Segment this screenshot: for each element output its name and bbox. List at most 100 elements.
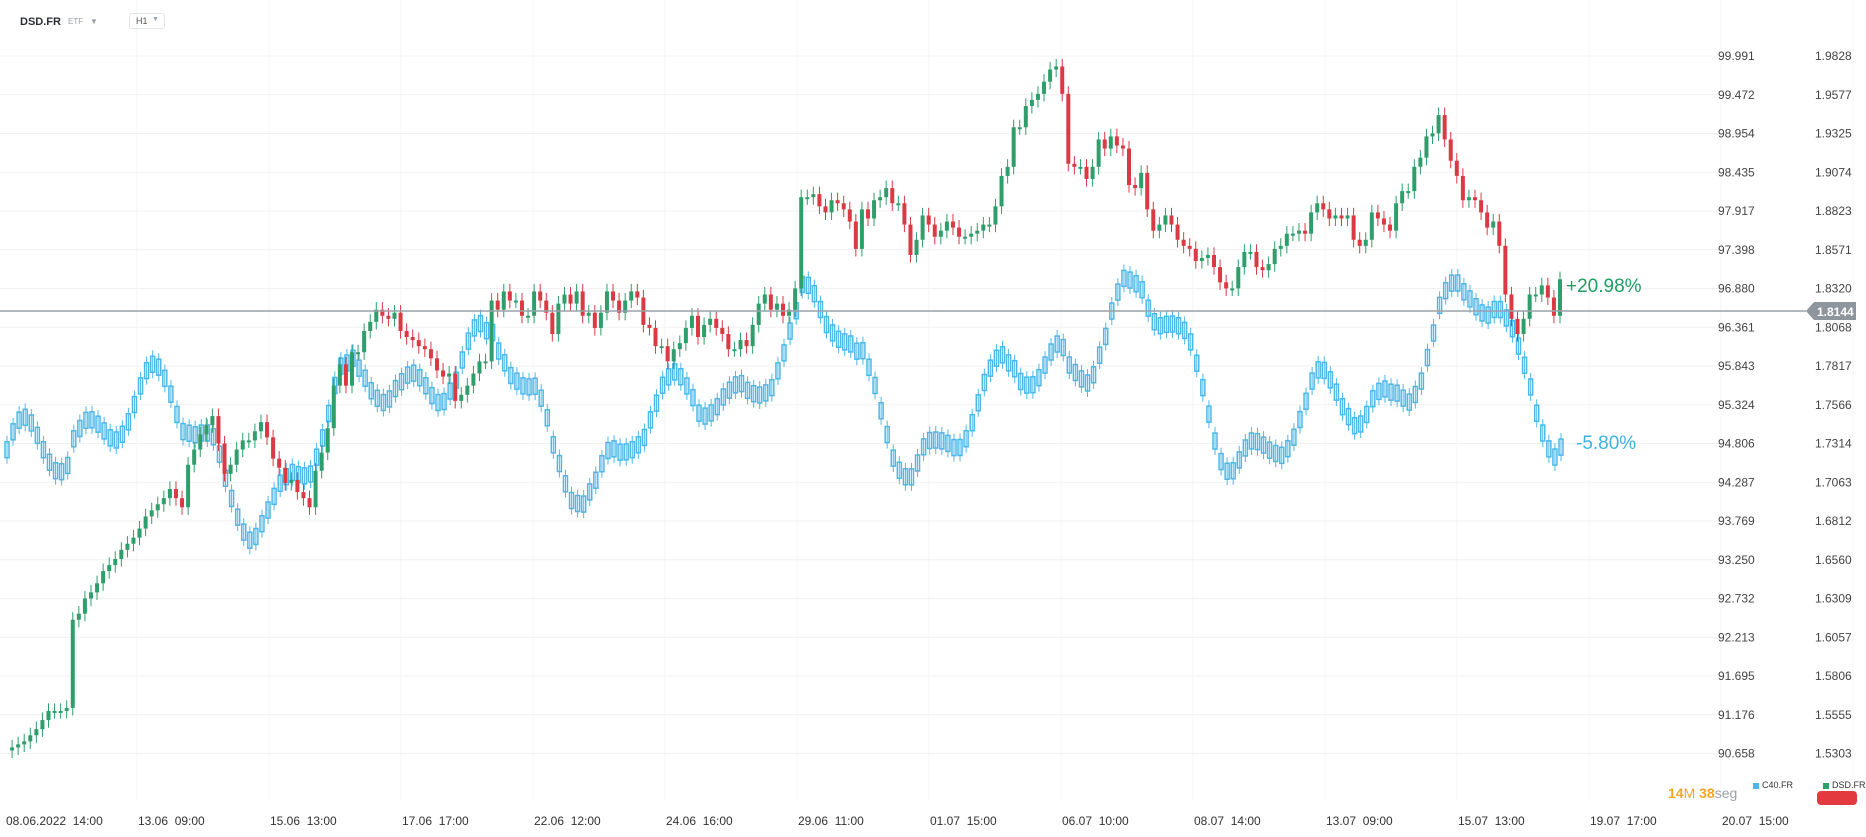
candle-body — [271, 437, 276, 459]
candle-body — [1527, 294, 1532, 319]
candle-body — [774, 303, 779, 310]
candle-body — [119, 549, 124, 559]
candle-body — [1096, 139, 1101, 167]
candle-body — [489, 300, 494, 362]
candle-body — [1042, 81, 1047, 94]
chevron-down-icon[interactable]: ▼ — [152, 16, 159, 23]
candle-body — [52, 710, 57, 713]
candle-body — [234, 449, 239, 465]
candle-body — [319, 452, 324, 471]
candle-body — [1339, 215, 1344, 219]
y-left-tick: 94.287 — [1718, 475, 1755, 489]
candle-body — [137, 528, 142, 538]
candle-body — [76, 613, 81, 620]
legend-c40[interactable]: C40.FR — [1753, 780, 1793, 790]
candle-body — [113, 558, 118, 566]
y-left-tick: 93.250 — [1718, 553, 1755, 567]
candle-body — [507, 291, 512, 301]
candle-body — [459, 394, 464, 401]
y-left-tick: 98.435 — [1718, 165, 1755, 179]
chevron-down-icon[interactable]: ▼ — [90, 17, 98, 26]
symbol-label[interactable]: DSD.FR — [20, 16, 61, 28]
candle-body — [301, 492, 306, 499]
candle-body — [295, 479, 300, 493]
candle-body — [1066, 93, 1071, 164]
candle-body — [708, 318, 713, 325]
candle-body — [1011, 127, 1016, 167]
candle-body — [1460, 175, 1465, 201]
x-tick: 24.06 16:00 — [666, 814, 733, 828]
sell-badge[interactable] — [1817, 791, 1857, 805]
candle-body — [198, 434, 203, 450]
candle-body — [1333, 215, 1338, 219]
candle-body — [957, 227, 962, 237]
candle-body — [1454, 160, 1459, 176]
candle-body — [495, 300, 500, 310]
candle-body — [944, 221, 949, 231]
candle-body — [1278, 245, 1283, 249]
candle-body — [228, 464, 233, 474]
candle-body — [1181, 239, 1186, 246]
candle-body — [1503, 245, 1508, 295]
candle-body — [902, 203, 907, 225]
candle-body — [975, 230, 980, 234]
candle-body — [107, 565, 112, 572]
candle-body — [350, 352, 355, 386]
timeframe-select[interactable]: H1 ▼ — [129, 13, 165, 29]
candle-body — [950, 221, 955, 228]
candle-body — [1102, 139, 1107, 149]
candle-body — [884, 188, 889, 198]
candle-body — [1515, 318, 1520, 334]
candle-body — [732, 349, 737, 352]
x-tick: 13.07 09:00 — [1326, 814, 1393, 828]
candle-body — [337, 364, 342, 386]
candle-body — [1072, 163, 1077, 167]
candle-body — [416, 340, 421, 347]
y-left-tick: 95.843 — [1718, 359, 1755, 373]
instrument-type: ETF — [68, 17, 84, 26]
y-right-tick: 1.5806 — [1815, 669, 1852, 683]
candle-body — [222, 443, 227, 474]
candle-body — [878, 197, 883, 201]
x-tick: 01.07 15:00 — [930, 814, 997, 828]
candle-body — [647, 324, 652, 328]
candle-body — [987, 224, 992, 227]
candle-body — [1303, 230, 1308, 234]
candle-body — [356, 352, 361, 355]
candle-body — [58, 710, 63, 713]
y-left-tick: 90.658 — [1718, 747, 1755, 761]
x-tick: 19.07 17:00 — [1590, 814, 1657, 828]
candle-body — [125, 543, 130, 550]
candle-body — [34, 729, 39, 736]
candle-body — [1309, 212, 1314, 234]
current-price-marker: 1.8144 — [1806, 302, 1856, 320]
candle-body — [586, 312, 591, 316]
candle-body — [714, 318, 719, 328]
candle-body — [1290, 233, 1295, 236]
x-tick: 20.07 15:00 — [1722, 814, 1789, 828]
candle-body — [428, 349, 433, 359]
candle-body — [1133, 185, 1138, 189]
candle-body — [981, 224, 986, 231]
candle-body — [1539, 285, 1544, 295]
candle-body — [1145, 172, 1150, 210]
candle-body — [465, 385, 470, 395]
candle-body — [453, 373, 458, 401]
x-tick: 15.06 13:00 — [270, 814, 337, 828]
candle-body — [538, 291, 543, 301]
candle-body — [598, 312, 603, 328]
candle-body — [1108, 136, 1113, 149]
candle-body — [155, 504, 160, 511]
candle-body — [1448, 139, 1453, 161]
candle-body — [131, 537, 136, 544]
y-left-tick: 93.769 — [1718, 514, 1755, 528]
candle-body — [835, 200, 840, 204]
legend-dsd[interactable]: DSD.FR — [1823, 780, 1866, 790]
y-right-tick: 1.9828 — [1815, 49, 1852, 63]
candle-body — [696, 315, 701, 338]
candle-body — [1388, 224, 1393, 231]
y-right-tick: 1.7566 — [1815, 398, 1852, 412]
candle-body — [1078, 166, 1083, 169]
candle-body — [216, 416, 221, 444]
